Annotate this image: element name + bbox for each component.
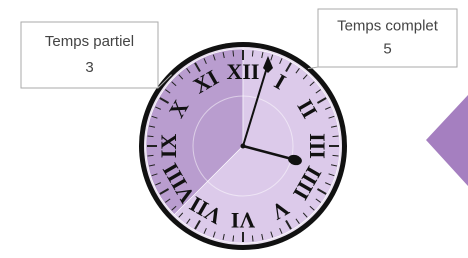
clock-tick bbox=[252, 236, 253, 242]
clock-numeral: VI bbox=[231, 208, 255, 233]
value-label: 3 bbox=[85, 59, 93, 76]
hub bbox=[241, 144, 246, 149]
clock-tick bbox=[333, 155, 339, 156]
decorative-shape bbox=[426, 95, 468, 186]
clock-numeral: III bbox=[305, 133, 330, 159]
clock-tick bbox=[233, 236, 234, 242]
clock-tick bbox=[333, 136, 339, 137]
clock-tick bbox=[148, 155, 154, 156]
clock-tick bbox=[148, 136, 154, 137]
page: {"chart_data": {"type": "pie", "categori… bbox=[0, 0, 468, 258]
category-label: Temps complet bbox=[337, 17, 439, 34]
value-label: 5 bbox=[383, 41, 391, 58]
clock-tick bbox=[252, 51, 253, 57]
clock-tick bbox=[233, 51, 234, 57]
clock-numeral: XII bbox=[226, 59, 259, 84]
chart: XIIIIIIIIIIIIVVIVIIVIIIIXXXI Temps parti… bbox=[0, 0, 468, 258]
clock-numeral: IX bbox=[156, 134, 181, 159]
category-label: Temps partiel bbox=[45, 33, 134, 50]
